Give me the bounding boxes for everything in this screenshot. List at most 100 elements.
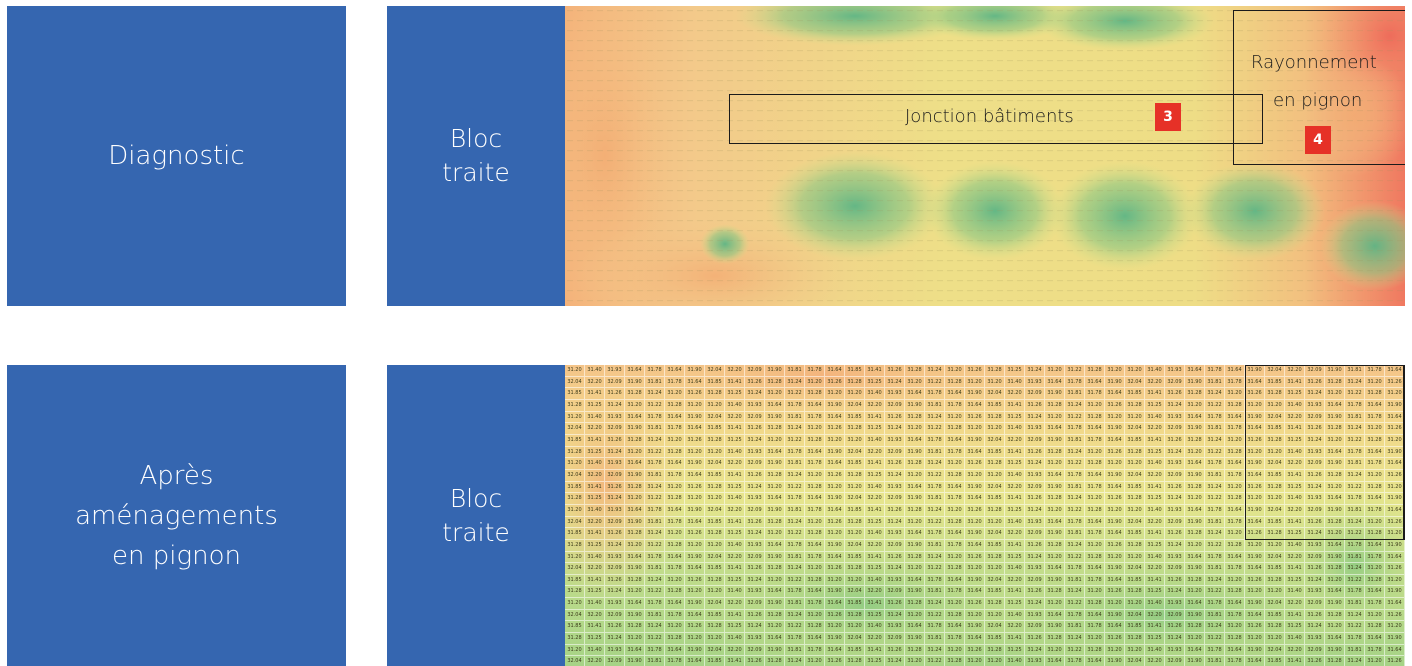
junction-annotation-box: [729, 94, 1263, 144]
grid-cell: 31.93: [745, 493, 765, 505]
grid-cell: 31.81: [925, 539, 945, 552]
grid-cell: 31.24: [785, 516, 805, 529]
grid-cell: 32.04: [565, 469, 585, 482]
grid-cell: 31.24: [1165, 586, 1185, 599]
grid-cell: 31.41: [1005, 399, 1025, 412]
grid-cell: 31.24: [645, 621, 665, 634]
grid-cell: 31.93: [605, 551, 625, 564]
grid-cell: 31.64: [625, 551, 645, 564]
grid-cell: 31.81: [1065, 621, 1085, 634]
grid-cell: 31.24: [1065, 586, 1085, 599]
grid-cell: 31.26: [825, 609, 845, 622]
grid-cell: 31.20: [805, 656, 825, 666]
grid-cell: 31.20: [705, 399, 725, 412]
grid-cell: 31.24: [1345, 376, 1365, 389]
grid-cell: 31.20: [845, 574, 865, 587]
grid-cell: 31.25: [585, 539, 605, 552]
grid-cell: 31.26: [1105, 586, 1125, 599]
grid-cell: 32.09: [1305, 551, 1325, 564]
grid-cell: 31.90: [1105, 656, 1125, 666]
grid-cell: 31.24: [1305, 574, 1325, 587]
grid-cell: 31.26: [885, 644, 905, 657]
grid-cell: 31.64: [665, 551, 685, 564]
grid-cell: 31.26: [1305, 469, 1325, 482]
grid-cell: 31.22: [925, 609, 945, 622]
grid-cell: 31.85: [1265, 656, 1285, 666]
grid-cell: 31.41: [725, 563, 745, 575]
grid-cell: 31.64: [805, 399, 825, 412]
grid-cell: 32.20: [1285, 598, 1305, 610]
grid-cell: 31.64: [1325, 493, 1345, 505]
grid-cell: 31.28: [1125, 399, 1145, 412]
grid-cell: 31.20: [905, 376, 925, 389]
grid-cell: 31.28: [765, 423, 785, 435]
grid-cell: 31.81: [1065, 574, 1085, 587]
grid-cell: 31.64: [825, 411, 845, 424]
grid-cell: 31.20: [945, 551, 965, 564]
grid-row: 31.85 31.41 31.26 31.28 31.24 31.20 31.26 31.28…: [565, 481, 1405, 494]
grid-cell: 31.26: [1025, 399, 1045, 412]
grid-cell: 31.28: [905, 598, 925, 610]
grid-cell: 31.24: [1305, 621, 1325, 634]
grid-cell: 31.20: [1265, 633, 1285, 645]
grid-cell: 31.64: [945, 574, 965, 587]
grid-cell: 31.20: [845, 434, 865, 447]
grid-cell: 31.78: [1345, 539, 1365, 552]
grid-cell: 32.04: [845, 493, 865, 505]
grid-cell: 31.64: [625, 458, 645, 470]
grid-cell: 32.04: [1265, 365, 1285, 377]
grid-cell: 31.78: [1205, 598, 1225, 610]
grid-cell: 31.28: [1045, 399, 1065, 412]
grid-cell: 31.78: [1345, 586, 1365, 599]
grid-cell: 31.20: [825, 434, 845, 447]
grid-cell: 31.64: [1245, 609, 1265, 622]
grid-cell: 31.64: [905, 621, 925, 634]
grid-cell: 31.20: [665, 434, 685, 447]
grid-cell: 31.20: [1365, 563, 1385, 575]
grid-cell: 31.64: [1225, 365, 1245, 377]
grid-cell: 32.20: [585, 609, 605, 622]
grid-cell: 31.22: [925, 469, 945, 482]
grid-cell: 31.20: [1045, 598, 1065, 610]
grid-cell: 31.64: [685, 516, 705, 529]
grid-cell: 32.04: [705, 411, 725, 424]
grid-cell: 31.20: [1365, 609, 1385, 622]
grid-cell: 31.64: [805, 586, 825, 599]
grid-cell: 31.28: [1125, 586, 1145, 599]
grid-cell: 31.93: [745, 633, 765, 645]
grid-cell: 31.28: [1085, 504, 1105, 517]
grid-cell: 31.24: [785, 469, 805, 482]
grid-cell: 32.04: [845, 399, 865, 412]
junction-annotation-label: Jonction bâtiments: [905, 106, 1074, 127]
grid-cell: 31.26: [1245, 388, 1265, 400]
grid-cell: 31.20: [1365, 516, 1385, 529]
grid-cell: 31.78: [645, 598, 665, 610]
grid-cell: 31.64: [765, 399, 785, 412]
grid-cell: 31.24: [785, 609, 805, 622]
grid-cell: 32.20: [865, 399, 885, 412]
grid-cell: 31.93: [1025, 376, 1045, 389]
grid-cell: 31.24: [885, 376, 905, 389]
grid-cell: 31.64: [805, 539, 825, 552]
grid-cell: 31.64: [1085, 469, 1105, 482]
grid-cell: 31.20: [945, 411, 965, 424]
grid-cell: 31.78: [645, 458, 665, 470]
grid-cell: 31.64: [1045, 423, 1065, 435]
grid-cell: 31.28: [1045, 493, 1065, 505]
grid-cell: 31.81: [645, 656, 665, 666]
grid-cell: 31.20: [1245, 493, 1265, 505]
grid-cell: 31.20: [805, 609, 825, 622]
grid-cell: 31.20: [1325, 621, 1345, 634]
grid-cell: 32.04: [985, 574, 1005, 587]
grid-cell: 31.28: [625, 388, 645, 400]
grid-cell: 32.09: [1305, 411, 1325, 424]
grid-cell: 31.28: [1125, 633, 1145, 645]
grid-cell: 31.26: [1025, 446, 1045, 459]
grid-cell: 32.20: [725, 644, 745, 657]
grid-cell: 31.22: [1065, 365, 1085, 377]
grid-cell: 31.90: [1045, 481, 1065, 494]
grid-cell: 31.20: [1325, 434, 1345, 447]
grid-cell: 31.90: [1185, 656, 1205, 666]
grid-cell: 31.41: [1145, 574, 1165, 587]
grid-cell: 31.81: [785, 644, 805, 657]
